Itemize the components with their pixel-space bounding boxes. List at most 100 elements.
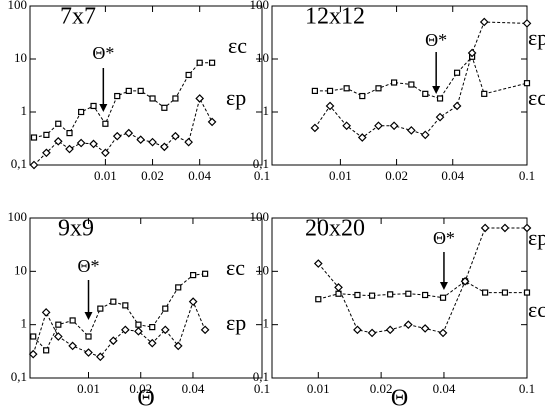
square-marker	[391, 79, 398, 86]
square-marker	[422, 90, 429, 97]
square-marker	[30, 134, 38, 141]
square-marker	[405, 290, 412, 297]
x-tick-label: 0.01	[329, 168, 352, 183]
diamond-marker	[124, 128, 134, 138]
diamond-marker	[68, 341, 77, 351]
square-marker	[368, 292, 376, 299]
series-line	[317, 227, 527, 334]
square-marker	[501, 289, 509, 296]
square-marker	[359, 92, 366, 100]
series-label: εp	[528, 225, 545, 250]
square-marker	[343, 85, 350, 92]
square-marker	[375, 85, 382, 92]
square-marker	[66, 129, 73, 137]
diamond-marker	[148, 137, 157, 147]
diamond-marker	[357, 133, 367, 142]
diamond-marker	[147, 338, 157, 348]
diamond-marker	[41, 308, 51, 317]
panel-title: 7x7	[60, 4, 96, 30]
diamond-marker	[173, 341, 183, 351]
square-marker	[135, 321, 142, 328]
plot-frame	[271, 5, 528, 166]
y-tick-label: 1	[263, 316, 270, 331]
diamond-marker	[207, 117, 217, 127]
series-label: εc	[528, 297, 545, 322]
diamond-marker	[84, 348, 93, 357]
y-tick-label: 1	[21, 103, 28, 118]
y-tick-label: 100	[8, 209, 28, 224]
diamond-marker	[420, 130, 430, 140]
panel-title: 12x12	[305, 4, 365, 30]
square-marker	[196, 59, 203, 66]
x-tick-label: 0.01	[94, 168, 117, 183]
diamond-marker	[522, 19, 532, 28]
diamond-marker	[65, 144, 74, 154]
diamond-marker	[188, 297, 198, 307]
y-tick-label: 10	[14, 262, 27, 277]
square-marker	[202, 270, 209, 277]
plot-frame	[29, 5, 263, 166]
diamond-marker	[101, 148, 110, 158]
square-marker	[162, 305, 169, 312]
square-marker	[408, 81, 415, 88]
annotation-arrowhead	[84, 312, 93, 320]
square-marker	[102, 120, 109, 127]
y-tick-label: 100	[8, 0, 28, 12]
diamond-marker	[325, 101, 335, 111]
diamond-marker	[89, 139, 98, 149]
x-tick-label: 0.1	[254, 168, 270, 183]
diamond-marker	[29, 160, 39, 170]
series-label: εc	[228, 33, 247, 58]
y-tick-label: 1	[21, 316, 28, 331]
square-marker	[149, 324, 156, 331]
series-label: εp	[226, 310, 246, 335]
annotation-text: Θ*	[92, 43, 114, 63]
y-tick-label: 100	[250, 209, 270, 224]
x-axis-label: Θ	[137, 386, 154, 412]
diamond-marker	[76, 138, 86, 148]
diamond-marker	[160, 325, 170, 335]
x-tick-label: 0.01	[307, 381, 330, 396]
annotation-text: Θ*	[433, 228, 455, 248]
diamond-marker	[28, 349, 38, 359]
series-line	[32, 300, 206, 358]
square-marker	[114, 92, 121, 100]
x-tick-label: 0.02	[370, 381, 393, 396]
diamond-marker	[200, 325, 210, 335]
diamond-marker	[374, 121, 383, 131]
x-tick-label: 0.02	[129, 381, 152, 396]
diamond-marker	[184, 137, 193, 147]
diamond-marker	[452, 101, 462, 111]
square-marker	[172, 95, 179, 102]
x-tick-label: 0.04	[182, 381, 205, 396]
diamond-marker	[313, 259, 323, 268]
square-marker	[523, 289, 531, 296]
series-line	[314, 55, 528, 100]
square-marker	[30, 333, 37, 340]
diamond-marker	[406, 126, 416, 135]
square-marker	[481, 90, 488, 97]
square-marker	[78, 108, 85, 116]
diamond-marker	[353, 325, 362, 335]
diamond-marker	[435, 112, 445, 122]
diamond-marker	[112, 131, 122, 141]
y-tick-label: 10	[14, 50, 27, 65]
series-label: εc	[226, 255, 245, 280]
diamond-marker	[171, 131, 180, 141]
square-marker	[523, 80, 531, 87]
square-marker	[387, 291, 394, 298]
square-marker	[482, 289, 489, 296]
x-tick-label: 0.1	[519, 381, 535, 396]
square-marker	[69, 317, 76, 324]
series-line	[33, 97, 213, 166]
square-marker	[190, 271, 197, 279]
diamond-marker	[438, 328, 448, 338]
series-line	[318, 280, 527, 300]
square-marker	[439, 294, 447, 301]
diamond-marker	[420, 324, 430, 333]
x-axis-label: Θ	[391, 386, 408, 412]
diamond-marker	[460, 276, 470, 286]
square-marker	[97, 305, 104, 312]
square-marker	[110, 298, 117, 305]
diamond-marker	[403, 320, 413, 330]
